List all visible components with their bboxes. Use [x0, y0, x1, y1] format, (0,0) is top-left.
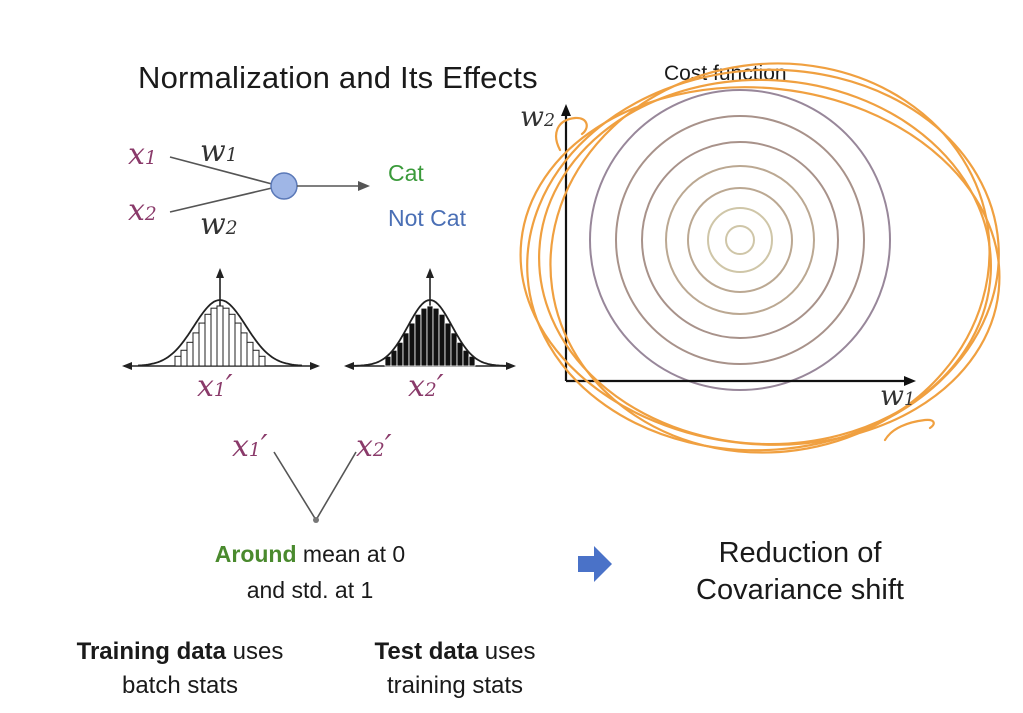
histogram-bar [216, 305, 224, 367]
histogram-bar [444, 322, 452, 367]
histogram-bar [186, 341, 194, 367]
cost-function-plot [519, 62, 1001, 454]
input-x2-label: x2 [128, 193, 157, 228]
histogram-bar [408, 322, 416, 367]
neuron-node [270, 172, 298, 200]
histogram-bar [234, 322, 242, 367]
around-highlight: Around [214, 541, 297, 567]
merge-left-line [273, 451, 317, 521]
merge-right-line [315, 451, 357, 521]
result-line-1: Reduction of [718, 537, 882, 569]
histogram-bar [258, 355, 266, 367]
training-statement: Training data uses [76, 638, 284, 665]
w2-axis-label: w2 [520, 100, 556, 133]
annotation-loop-4 [519, 86, 1001, 446]
dist2-label: x2′ [408, 369, 444, 404]
w2-axis-arrowhead [561, 104, 571, 116]
histogram-bar [396, 341, 404, 367]
dist2-bell-curve [354, 299, 509, 367]
annotation-scribble-w2 [555, 116, 588, 152]
contour-ring [615, 115, 865, 365]
right-arrow-icon [578, 546, 612, 582]
test-statement: Test data uses [374, 638, 536, 665]
std-statement: and std. at 1 [246, 577, 374, 603]
output-not-cat-label: Not Cat [388, 205, 466, 231]
histogram-bar [204, 313, 212, 367]
histogram-bar [432, 307, 440, 367]
histogram-bar [456, 341, 464, 367]
annotation-loop-1 [526, 68, 1000, 452]
histogram-bar [426, 305, 434, 367]
weight-w1-label: w1 [200, 134, 238, 169]
network-diagram [169, 156, 370, 213]
histogram-bar [192, 332, 200, 367]
dist1-up-arrowhead [216, 268, 224, 278]
dist2-right-arrowhead [506, 362, 516, 370]
contour-ring [589, 89, 891, 391]
histogram-bar [252, 349, 260, 367]
merge-x2-label: x2′ [356, 429, 392, 464]
contour-ring [687, 187, 793, 293]
input-edge-2 [169, 187, 273, 213]
slide-title: Normalization and Its Effects [138, 60, 538, 95]
dist1-left-arrowhead [122, 362, 132, 370]
distribution-x2-prime [344, 268, 516, 370]
histogram-bar [198, 322, 206, 367]
merge-point [313, 517, 319, 523]
input-x1-label: x1 [128, 137, 157, 172]
contour-ring [725, 225, 755, 255]
histogram-bar [246, 341, 254, 367]
dist1-bars [174, 305, 266, 367]
annotation-scribble-w1 [883, 418, 935, 442]
histogram-bar [414, 313, 422, 367]
w1-axis-label: w1 [880, 379, 916, 412]
merge-v-lines [273, 451, 357, 523]
output-arrowhead [358, 181, 370, 191]
histogram-bar [420, 307, 428, 367]
distribution-x1-prime [122, 268, 320, 370]
dist2-left-arrowhead [344, 362, 354, 370]
input-edge-1 [169, 156, 273, 185]
output-cat-label: Cat [388, 160, 424, 186]
histogram-bar [174, 355, 182, 367]
histogram-bar [240, 332, 248, 367]
contour-rings [589, 89, 891, 391]
training-statement-line2: batch stats [121, 672, 239, 699]
histogram-bar [222, 307, 230, 367]
mean-statement: Around mean at 0 [214, 541, 406, 567]
orange-annotation-loops [519, 62, 1001, 454]
dist2-bars [384, 305, 476, 367]
contour-ring [641, 141, 839, 339]
result-line-2: Covariance shift [696, 574, 904, 606]
dist1-bell-curve [137, 299, 303, 367]
dist1-right-arrowhead [310, 362, 320, 370]
histogram-bar [450, 332, 458, 367]
weight-w2-label: w2 [200, 207, 238, 242]
contour-ring [665, 165, 815, 315]
annotation-loop-3 [549, 62, 991, 454]
histogram-bar [210, 307, 218, 367]
histogram-bar [438, 313, 446, 367]
merge-x1-label: x1′ [232, 429, 268, 464]
w1-axis-arrowhead [904, 376, 916, 386]
test-statement-line2: training stats [386, 672, 524, 699]
histogram-bar [402, 332, 410, 367]
histogram-bar [228, 313, 236, 367]
dist1-label: x1′ [197, 369, 233, 404]
histogram-bar [180, 349, 188, 367]
contour-ring [707, 207, 773, 273]
dist2-up-arrowhead [426, 268, 434, 278]
